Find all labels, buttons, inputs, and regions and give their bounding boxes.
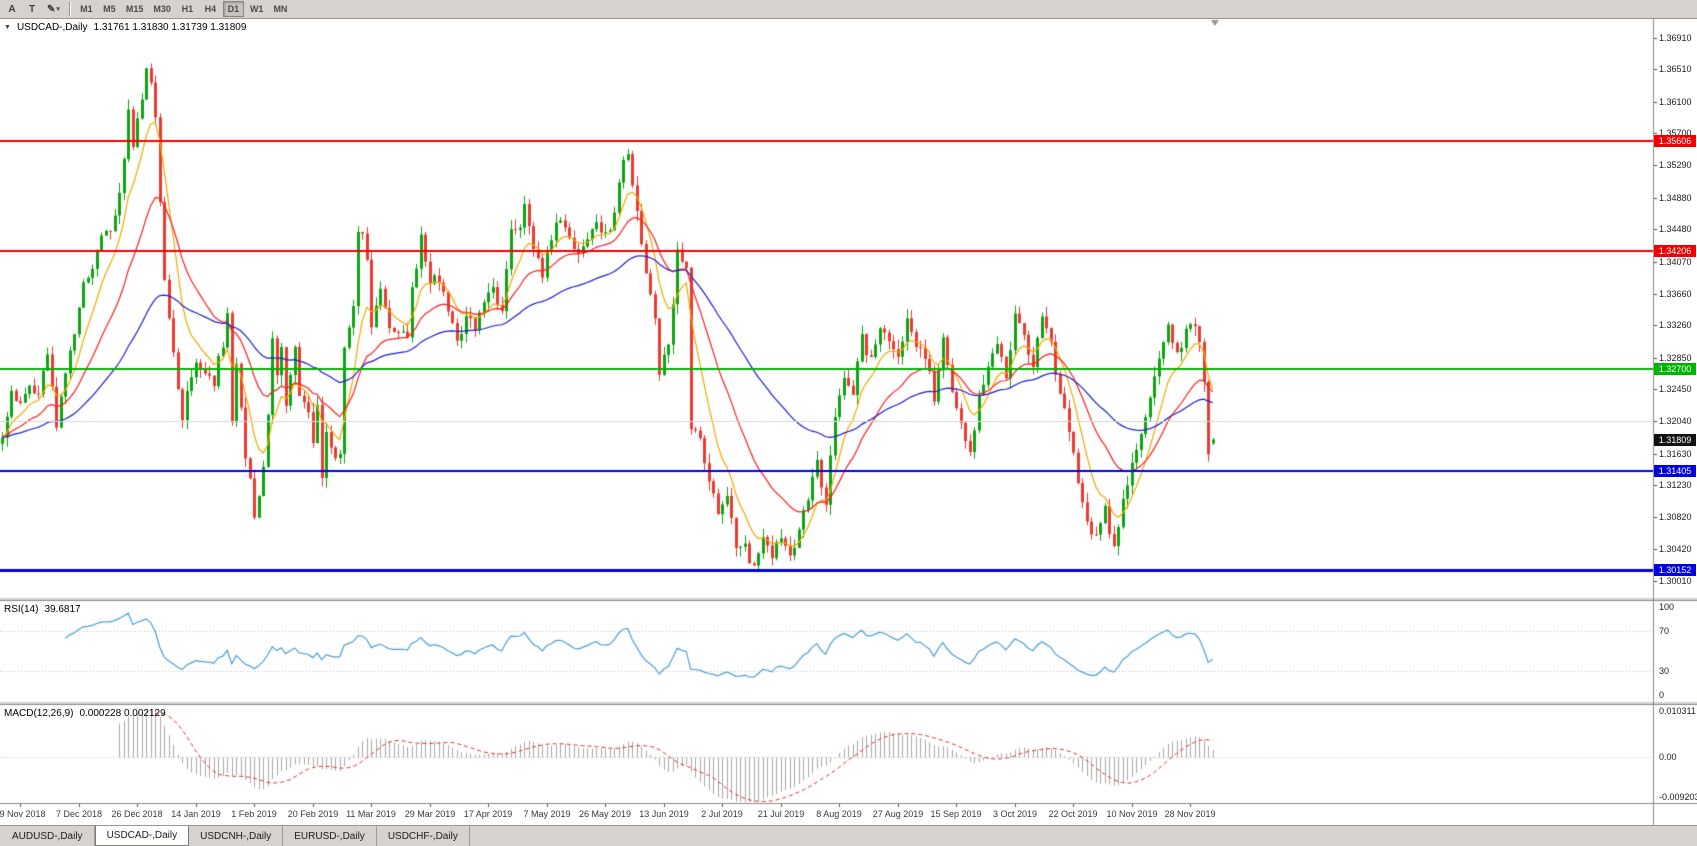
date-axis-label: 10 Nov 2019 bbox=[1106, 809, 1158, 819]
price-axis-tick: 1.32850 bbox=[1659, 352, 1692, 363]
rsi-axis-tick: 0 bbox=[1659, 690, 1665, 700]
price-axis-tick: 1.30420 bbox=[1659, 543, 1692, 554]
date-axis-label: 8 Aug 2019 bbox=[816, 809, 862, 819]
date-axis-label: 19 Nov 2018 bbox=[0, 809, 46, 819]
timeframe-mn-button[interactable]: MN bbox=[269, 1, 291, 17]
text-tool-button[interactable]: T bbox=[23, 1, 41, 17]
price-axis-tick: 1.32450 bbox=[1659, 384, 1692, 395]
price-axis-tick: 1.36510 bbox=[1659, 64, 1692, 75]
price-level-badge: 1.35606 bbox=[1654, 135, 1696, 147]
macd-pane-separator[interactable] bbox=[0, 701, 1697, 705]
date-axis-label: 11 Mar 2019 bbox=[346, 809, 396, 819]
date-axis-label: 28 Nov 2019 bbox=[1164, 809, 1216, 819]
price-axis-tick: 1.35290 bbox=[1659, 160, 1692, 171]
price-axis-tick: 1.30010 bbox=[1659, 576, 1692, 587]
macd-axis-tick: 0.010311 bbox=[1659, 706, 1696, 716]
timeframe-m30-button[interactable]: M30 bbox=[149, 1, 175, 17]
date-axis-label: 1 Feb 2019 bbox=[231, 809, 277, 819]
timeframe-m15-button[interactable]: M15 bbox=[122, 1, 148, 17]
date-axis-label: 22 Oct 2019 bbox=[1048, 809, 1098, 819]
current-price-badge: 1.31809 bbox=[1654, 434, 1696, 446]
price-axis-tick: 1.36910 bbox=[1659, 32, 1692, 43]
macd-axis-tick: 0.00 bbox=[1659, 751, 1677, 762]
timeframe-h1-button[interactable]: H1 bbox=[177, 1, 198, 17]
date-axis-label: 17 Apr 2019 bbox=[463, 809, 513, 819]
date-axis-label: 13 Jun 2019 bbox=[639, 809, 689, 819]
tab-usdchf-daily[interactable]: USDCHF-,Daily bbox=[377, 826, 470, 846]
timeframe-m1-button[interactable]: M1 bbox=[76, 1, 97, 17]
price-axis-tick: 1.31630 bbox=[1659, 448, 1692, 459]
date-axis-label: 2 Jul 2019 bbox=[701, 809, 743, 819]
pencil-icon: ✎ bbox=[47, 3, 56, 15]
chart-area: 1.36910 1.36510 1.36100 1.35700 1.35290 1.348… bbox=[0, 19, 1697, 825]
date-axis-label: 26 May 2019 bbox=[578, 809, 632, 819]
timeframe-m5-button[interactable]: M5 bbox=[99, 1, 120, 17]
date-axis-label: 3 Oct 2019 bbox=[992, 809, 1038, 819]
price-axis-tick: 1.34070 bbox=[1659, 256, 1692, 267]
date-axis-label: 7 Dec 2018 bbox=[55, 809, 103, 819]
price-axis-tick: 1.35700 bbox=[1659, 128, 1692, 139]
rsi-pane-separator[interactable] bbox=[0, 597, 1697, 601]
tab-eurusd-daily[interactable]: EURUSD-,Daily bbox=[283, 826, 377, 846]
price-axis-tick: 1.36100 bbox=[1659, 96, 1692, 107]
top-toolbar: A T ✎ ▾ M1 M5 M15 M30 H1 H4 D1 W1 MN bbox=[0, 0, 1697, 19]
tab-usdcad-daily[interactable]: USDCAD-,Daily bbox=[94, 826, 190, 846]
rsi-axis-tick: 30 bbox=[1659, 666, 1670, 676]
date-axis-label: 14 Jan 2019 bbox=[171, 809, 221, 819]
date-axis-label: 21 Jul 2019 bbox=[757, 809, 805, 819]
price-axis-tick: 1.31230 bbox=[1659, 480, 1692, 491]
price-level-badge: 1.32700 bbox=[1654, 363, 1696, 375]
timeframe-d1-button[interactable]: D1 bbox=[222, 1, 244, 17]
price-axis-tick: 1.32040 bbox=[1659, 416, 1692, 427]
timeframe-w1-button[interactable]: W1 bbox=[246, 1, 268, 17]
date-axis-label: 29 Mar 2019 bbox=[404, 809, 456, 819]
tab-usdcnh-daily[interactable]: USDCNH-,Daily bbox=[189, 826, 284, 846]
timeframe-buttons: M1 M5 M15 M30 H1 H4 D1 W1 MN bbox=[76, 1, 292, 17]
date-axis-label: 26 Dec 2018 bbox=[111, 809, 163, 819]
toolbar-separator bbox=[68, 2, 71, 16]
price-axis-tick: 1.33260 bbox=[1659, 320, 1692, 331]
date-axis-label: 27 Aug 2019 bbox=[872, 809, 924, 819]
tab-audusd-daily[interactable]: AUDUSD-,Daily bbox=[1, 826, 95, 846]
date-axis-label: 20 Feb 2019 bbox=[287, 809, 339, 819]
price-axis-tick: 1.30820 bbox=[1659, 512, 1692, 523]
rsi-axis-tick: 100 bbox=[1659, 602, 1675, 612]
timeframe-h4-button[interactable]: H4 bbox=[200, 1, 221, 17]
price-chart-canvas[interactable] bbox=[0, 19, 1697, 825]
price-axis-tick: 1.34480 bbox=[1659, 224, 1692, 235]
date-axis-label: 15 Sep 2019 bbox=[930, 809, 982, 819]
chart-menu-icon[interactable]: ▼ bbox=[4, 24, 11, 31]
price-level-badge: 1.34206 bbox=[1654, 245, 1696, 257]
date-axis-label: 7 May 2019 bbox=[523, 809, 571, 819]
price-level-badge: 1.31405 bbox=[1654, 465, 1696, 477]
rsi-axis-tick: 70 bbox=[1659, 626, 1670, 636]
draw-tool-button[interactable]: ✎ ▾ bbox=[43, 1, 64, 17]
price-level-badge: 1.30152 bbox=[1654, 564, 1696, 576]
macd-axis-tick: -0.009203 bbox=[1659, 792, 1697, 802]
price-axis-tick: 1.34880 bbox=[1659, 192, 1692, 203]
chevron-down-icon: ▾ bbox=[56, 6, 60, 13]
cursor-tool-button[interactable]: A bbox=[3, 1, 21, 17]
chart-tabs-bar: AUDUSD-,Daily USDCAD-,Daily USDCNH-,Daily E… bbox=[0, 825, 1697, 846]
price-axis-tick: 1.33660 bbox=[1659, 288, 1692, 299]
